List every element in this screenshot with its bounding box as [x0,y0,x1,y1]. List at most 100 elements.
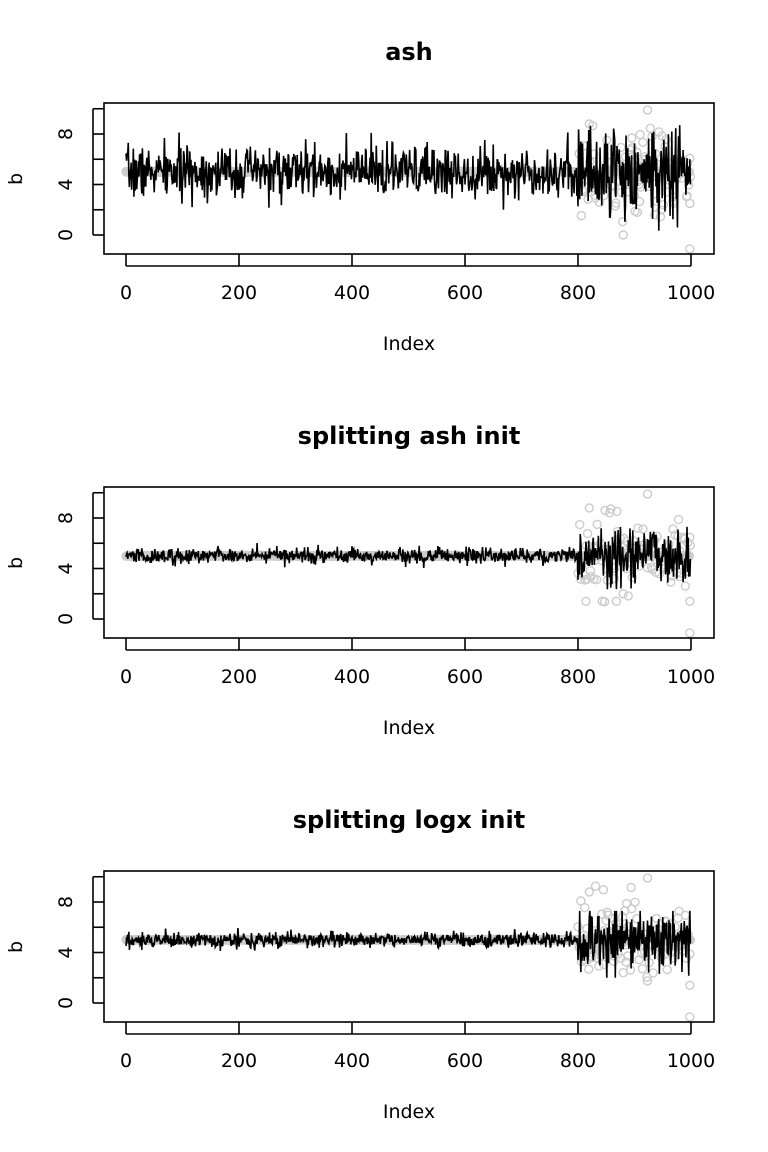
y-tick-label: 0 [55,229,77,241]
panel-title: splitting ash init [298,422,521,450]
y-axis-label: b [5,557,27,569]
data-point [626,882,636,893]
data-point [622,536,632,546]
x-tick-label: 1000 [667,1050,715,1072]
data-point [642,489,653,499]
data-point [582,528,593,539]
data-point [642,873,653,883]
data-point [661,134,671,145]
x-tick-label: 1000 [667,666,715,688]
data-point [685,628,695,638]
x-tick-label: 0 [120,1050,132,1072]
data-point [576,896,586,906]
data-point [597,909,607,919]
data-point [658,200,669,210]
line-series [125,526,692,590]
data-point [596,951,606,961]
data-point [665,577,676,587]
data-point [576,210,587,221]
data-point [632,207,643,218]
data-point [574,519,585,530]
panel-2: splitting ash init 0 4 8 0 200 400 600 800 1000 In… [5,422,715,739]
x-tick-label: 1000 [667,282,715,304]
x-tick-label: 200 [221,1050,257,1072]
data-point [609,181,619,192]
data-point [642,972,652,982]
data-point [612,506,622,517]
panel-title: ash [385,38,433,66]
x-axis-label: Index [383,1101,435,1123]
panel-title: splitting logx init [293,806,525,834]
y-tick-label: 8 [55,128,77,140]
x-tick-label: 600 [447,666,483,688]
data-point [627,572,637,583]
plot-box [103,102,715,255]
data-point [623,591,633,601]
line-series [125,910,692,978]
x-tick-label: 800 [560,282,596,304]
y-axis-label: b [5,941,27,953]
data-point [611,198,621,208]
y-tick-label: 0 [55,613,77,625]
data-point [592,519,602,530]
data-point [651,913,662,924]
x-tick-label: 200 [221,666,257,688]
data-point [668,524,678,534]
y-tick-label: 4 [55,562,77,574]
data-point [618,230,628,240]
panel-1: ash 0 4 8 0 200 400 600 800 1000 Index b [5,38,715,355]
data-point [600,505,610,516]
data-point [633,523,643,533]
data-point [621,957,631,967]
data-point [655,212,666,222]
data-point [685,198,695,209]
data-point [626,133,637,143]
data-point [617,217,628,227]
panel-3: splitting logx init 0 4 8 0 200 400 600 800 1000 I… [5,806,715,1123]
data-point [642,976,653,986]
x-tick-label: 400 [334,1050,370,1072]
y-tick-label: 8 [55,896,77,908]
data-point [573,922,583,932]
data-point [618,968,628,978]
data-point [584,503,594,513]
data-point [630,897,640,907]
x-tick-label: 400 [334,282,370,304]
x-tick-label: 800 [560,1050,596,1072]
data-point [584,119,594,129]
x-tick-label: 600 [447,1050,483,1072]
data-point [638,524,648,534]
data-point [616,142,626,153]
data-point [611,596,622,607]
data-point [598,885,609,895]
data-point [648,968,658,978]
data-point [668,953,679,963]
data-point [638,137,648,148]
data-point [585,565,596,576]
line-series [125,125,692,231]
data-point [581,596,591,607]
data-point [602,135,612,145]
x-tick-label: 600 [447,282,483,304]
data-point [662,964,672,975]
data-point [685,244,695,254]
x-tick-label: 400 [334,666,370,688]
data-point [645,123,656,133]
x-axis-label: Index [383,333,435,355]
y-axis-label: b [5,173,27,185]
data-point [674,906,684,916]
data-point [584,887,594,897]
plot-box [103,870,715,1023]
data-point [580,903,590,913]
data-point [685,980,695,991]
data-point [591,574,602,585]
x-axis-label: Index [383,717,435,739]
x-tick-label: 0 [120,282,132,304]
data-point [618,589,628,599]
data-point [642,105,653,115]
data-point [599,597,610,607]
x-tick-label: 800 [560,666,596,688]
plot-box [103,486,715,639]
data-point [680,581,691,591]
